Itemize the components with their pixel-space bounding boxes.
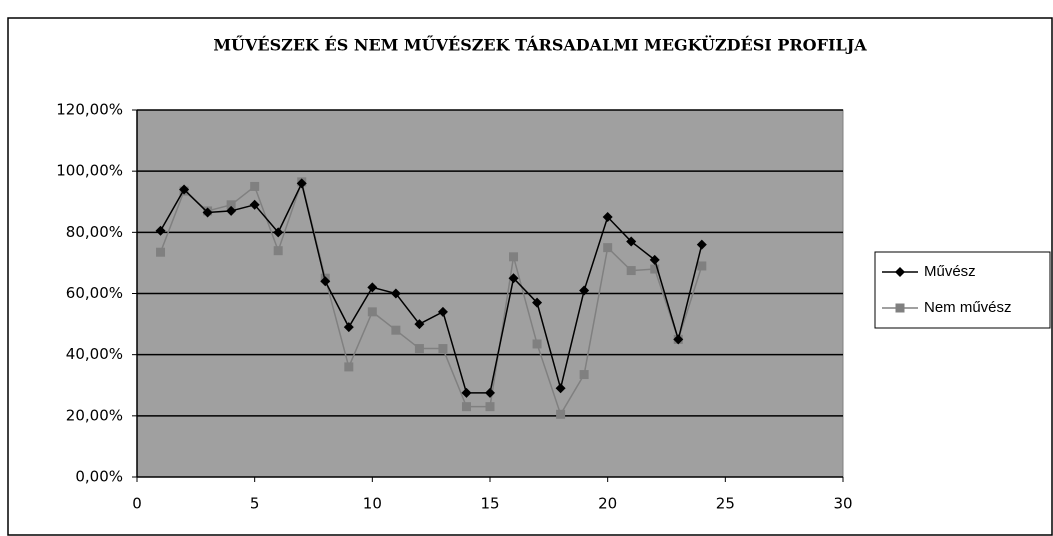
marker <box>697 261 707 271</box>
marker <box>343 322 354 333</box>
x-tick-label: 5 <box>250 495 260 513</box>
marker <box>250 181 260 191</box>
x-tick-label: 20 <box>598 495 617 513</box>
marker <box>296 178 307 189</box>
marker <box>156 247 166 257</box>
legend-label: Művész <box>924 263 976 280</box>
marker <box>485 402 495 412</box>
y-tick-label: 120,00% <box>56 101 123 119</box>
y-tick-label: 0,00% <box>75 468 123 486</box>
marker <box>603 243 613 253</box>
marker <box>249 199 260 210</box>
x-tick-label: 30 <box>833 495 852 513</box>
marker <box>202 207 213 218</box>
legend-label: Nem művész <box>924 299 1012 316</box>
marker <box>532 339 542 349</box>
marker <box>367 282 378 293</box>
marker <box>226 200 236 210</box>
marker <box>895 267 905 277</box>
marker <box>226 205 237 216</box>
marker <box>895 303 905 313</box>
y-tick-label: 80,00% <box>66 223 123 241</box>
marker <box>556 409 566 419</box>
marker <box>461 402 471 412</box>
marker <box>579 285 590 296</box>
marker <box>626 266 636 276</box>
marker <box>390 288 401 299</box>
marker <box>414 344 424 354</box>
marker <box>414 319 425 330</box>
marker <box>437 306 448 317</box>
marker <box>650 264 660 274</box>
x-tick-label: 10 <box>363 495 382 513</box>
marker <box>509 252 519 262</box>
marker <box>273 227 284 238</box>
marker <box>485 387 495 398</box>
marker <box>602 212 613 223</box>
y-tick-label: 20,00% <box>66 406 123 424</box>
marker <box>626 236 637 247</box>
y-tick-label: 100,00% <box>56 162 123 180</box>
y-tick-label: 60,00% <box>66 284 123 302</box>
chart-title: MŰVÉSZEK ÉS NEM MŰVÉSZEK TÁRSADALMI MEGK… <box>213 35 867 55</box>
marker <box>179 184 190 195</box>
x-tick-label: 15 <box>480 495 499 513</box>
marker <box>508 273 519 284</box>
marker <box>438 344 448 354</box>
marker <box>696 239 707 250</box>
legend-box <box>874 251 1051 329</box>
marker <box>155 225 166 236</box>
x-tick-label: 25 <box>716 495 735 513</box>
marker <box>579 370 589 380</box>
marker <box>320 276 331 287</box>
marker <box>649 254 660 265</box>
marker <box>673 334 684 345</box>
marker <box>532 297 543 308</box>
marker <box>273 246 283 256</box>
marker <box>461 387 472 398</box>
marker <box>367 307 377 317</box>
marker <box>555 383 566 394</box>
marker <box>391 325 401 335</box>
y-tick-label: 40,00% <box>66 345 123 363</box>
marker <box>344 362 354 372</box>
x-tick-label: 0 <box>132 495 142 513</box>
